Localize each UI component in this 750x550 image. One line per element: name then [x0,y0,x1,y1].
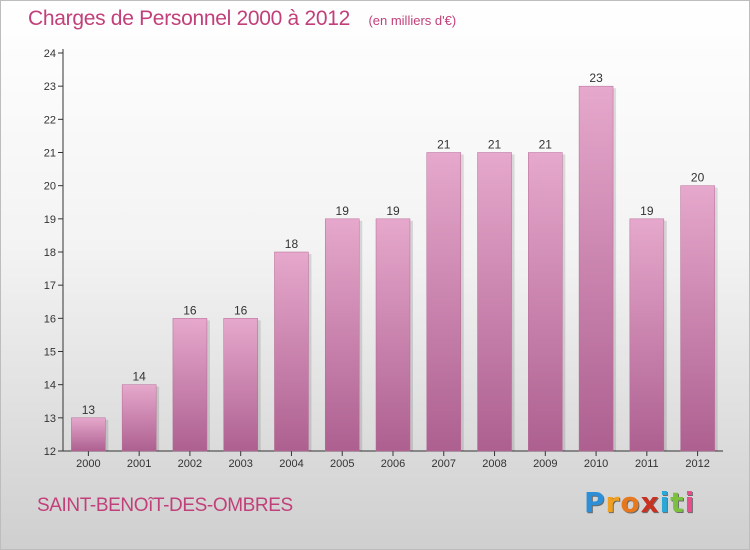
bar-value-label: 21 [539,138,553,152]
bar-value-label: 21 [437,138,451,152]
bar [477,152,512,452]
x-tick-label: 2011 [635,458,659,470]
y-tick-label: 14 [44,380,56,392]
proxiti-logo: Proxiti [584,486,695,519]
x-tick-label: 2000 [76,458,100,470]
y-axis: 12 13 14 15 16 17 18 19 20 21 22 23 24 [44,48,64,458]
logo-letter: x [640,486,660,519]
bar-value-label: 19 [386,204,400,218]
bar [324,218,360,452]
bar-value-label: 23 [589,71,603,85]
bar [274,251,309,452]
bar-value-label: 21 [488,138,502,152]
y-tick-label: 21 [44,148,56,160]
logo-letter: i [684,486,696,519]
x-tick-label: 2010 [584,458,608,470]
x-tick-label: 2012 [685,458,709,470]
x-tick-label: 2006 [381,458,405,470]
y-tick-label: 20 [44,181,56,193]
x-tick-label: 2007 [432,458,456,470]
x-tick-label: 2009 [533,458,557,470]
x-tick-label: 2004 [279,458,303,470]
bar [629,218,665,452]
bar [426,152,462,452]
bar-value-label: 16 [183,303,197,317]
logo-letter: r [605,486,621,519]
y-tick-label: 19 [44,214,56,226]
bar-value-label: 16 [234,303,248,317]
x-tick-label: 2008 [482,458,506,470]
logo-letter: P [584,486,606,519]
bar-value-label: 18 [285,237,299,251]
bar [375,218,411,452]
logo-letter: i [659,486,671,519]
bar-value-label: 19 [336,204,350,218]
x-tick-label: 2005 [330,458,354,470]
y-tick-label: 23 [44,81,56,93]
y-tick-label: 13 [44,413,56,425]
bar [71,417,106,452]
bar [528,152,563,452]
y-tick-label: 24 [44,48,56,60]
y-tick-label: 16 [44,313,56,325]
bar-value-label: 13 [82,403,96,417]
commune-name: SAINT-BENOîT-DES-OMBRES [37,495,293,516]
bar-value-label: 14 [132,370,146,384]
y-tick-label: 18 [44,247,56,259]
bar [578,85,614,452]
x-tick-label: 2001 [127,458,151,470]
y-tick-label: 17 [44,280,56,292]
bar [223,318,258,452]
bar [172,318,208,452]
bar-value-label: 20 [691,171,705,185]
x-axis: 2000 2001 2002 2003 2004 2005 2006 2007 2008 2009… [63,450,723,470]
y-tick-label: 22 [44,114,56,126]
y-tick-label: 12 [44,446,56,458]
bars: 13 14 16 16 18 19 19 21 21 21 23 19 20 [71,71,718,452]
bar-value-label: 19 [640,204,654,218]
logo-letter: t [670,486,685,519]
logo-letter: o [620,486,641,519]
title-row: Charges de Personnel 2000 à 2012 (en mil… [28,7,456,31]
bar [121,384,157,452]
y-tick-label: 15 [44,347,56,359]
chart-title: Charges de Personnel 2000 à 2012 [28,7,350,30]
chart-subtitle: (en milliers d'€) [368,13,457,28]
x-tick-label: 2002 [178,458,202,470]
x-tick-label: 2003 [228,458,252,470]
bar [680,185,715,452]
